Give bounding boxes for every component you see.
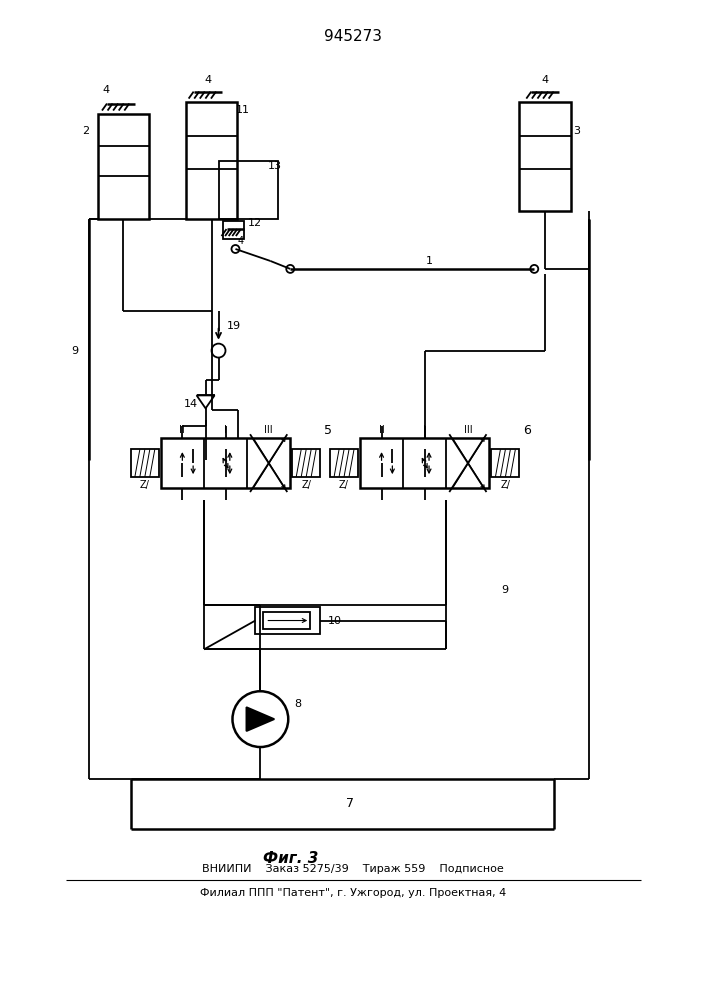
Text: 4: 4 [204,75,211,85]
Text: 9: 9 [71,346,78,356]
Text: II: II [379,425,385,435]
Bar [255,607,320,634]
Text: 10: 10 [328,616,342,626]
Bar [186,102,238,219]
Bar [360,438,489,488]
Bar [330,449,358,477]
Text: Z/: Z/ [140,480,150,490]
Text: Z/: Z/ [301,480,311,490]
Text: II: II [180,425,185,435]
Text: 14: 14 [184,399,198,409]
Text: III: III [464,425,472,435]
Text: 13: 13 [269,161,282,171]
Polygon shape [247,707,274,731]
Circle shape [231,245,240,253]
Text: 945273: 945273 [324,29,382,44]
Text: Филиал ППП "Патент", г. Ужгород, ул. Проектная, 4: Филиал ППП "Патент", г. Ужгород, ул. Про… [200,888,506,898]
Text: 19: 19 [226,321,240,331]
Circle shape [286,265,294,273]
Circle shape [530,265,538,273]
Bar [218,161,279,219]
Bar [292,449,320,477]
Text: ВНИИПИ    Заказ 5275/39    Тираж 559    Подписное: ВНИИПИ Заказ 5275/39 Тираж 559 Подписное [202,864,504,874]
Circle shape [211,344,226,358]
Bar [160,438,291,488]
Bar [98,114,148,219]
Text: 12: 12 [248,218,262,228]
Text: I: I [224,425,227,435]
Text: 9: 9 [501,585,508,595]
Text: Z/: Z/ [501,480,510,490]
Text: 8: 8 [295,699,302,709]
Bar [131,449,159,477]
Text: 4: 4 [103,85,110,95]
Text: 1: 1 [426,256,433,266]
Text: 5: 5 [324,424,332,437]
Text: 4: 4 [542,75,549,85]
Text: 7: 7 [346,797,354,810]
Bar [491,449,520,477]
Bar [223,221,245,239]
Text: 6: 6 [523,424,531,437]
Text: 4: 4 [238,236,243,246]
Text: 3: 3 [573,126,580,136]
Text: III: III [264,425,273,435]
Bar [520,102,571,211]
Bar [263,612,310,629]
Text: 2: 2 [83,126,90,136]
Text: Фиг. 3: Фиг. 3 [262,851,318,866]
Text: I: I [423,425,426,435]
Circle shape [233,691,288,747]
Text: 11: 11 [235,105,250,115]
Text: Z/: Z/ [339,480,349,490]
